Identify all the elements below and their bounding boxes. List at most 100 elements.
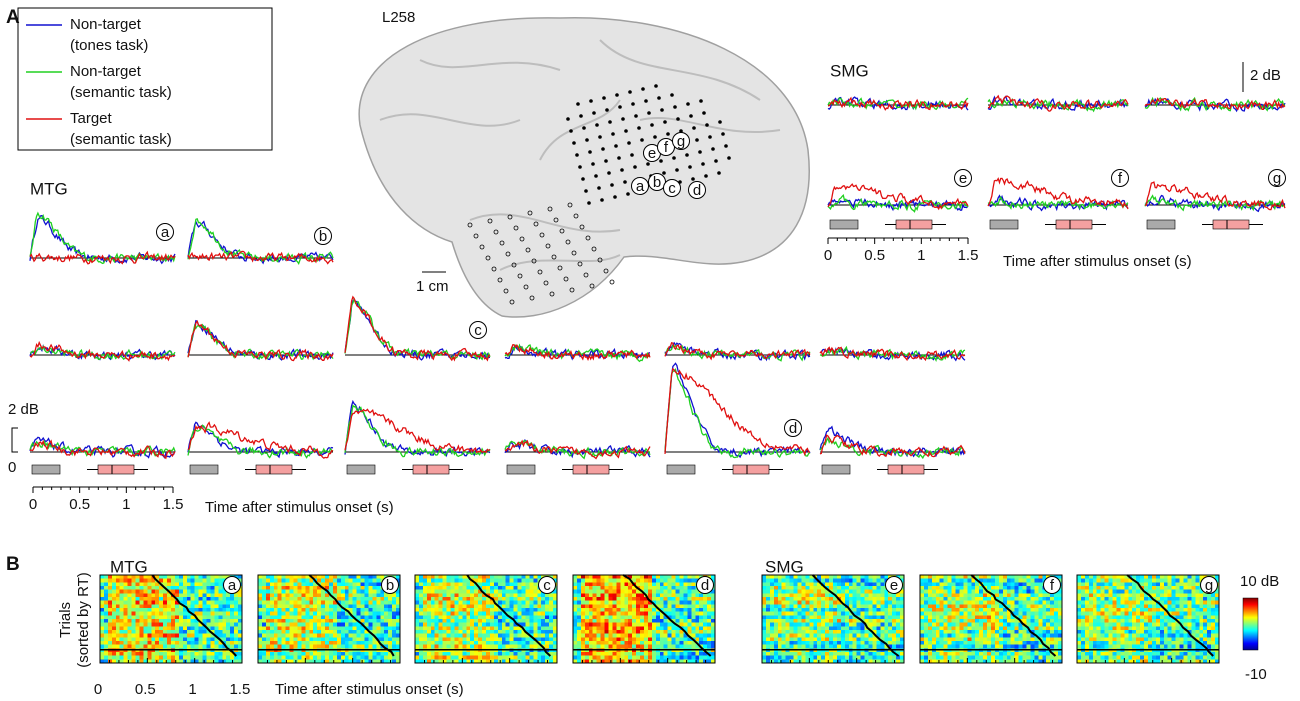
heatmap-cell xyxy=(517,652,522,656)
heatmap-cell xyxy=(396,637,401,642)
heatmap-cell xyxy=(167,633,172,638)
heatmap-cell xyxy=(332,575,338,579)
heatmap-cell xyxy=(226,637,231,642)
heatmap-cell xyxy=(679,637,684,642)
heatmap-cell xyxy=(470,652,475,656)
heatmap-cell xyxy=(167,582,172,587)
heatmap-cell xyxy=(695,615,700,620)
heatmap-cell xyxy=(486,586,491,590)
heatmap-cell xyxy=(190,637,195,642)
heatmap-cell xyxy=(422,644,428,649)
heatmap-cell xyxy=(675,615,680,620)
heatmap-cell xyxy=(332,637,338,642)
heatmap-cell xyxy=(321,655,326,660)
heatmap-cell xyxy=(336,655,342,660)
heatmap-cell xyxy=(576,622,582,627)
heatmap-cell xyxy=(230,630,235,634)
heatmap-cell xyxy=(852,626,857,631)
heatmap-cell xyxy=(470,597,475,601)
heatmap-cell xyxy=(277,582,282,587)
brain xyxy=(358,17,810,318)
heatmap-cell xyxy=(222,622,227,627)
heatmap-cell xyxy=(182,630,187,634)
heatmap-cell xyxy=(817,630,822,634)
heatmap-cell xyxy=(281,615,286,620)
heatmap-cell xyxy=(167,626,172,631)
heatmap-cell xyxy=(396,604,401,609)
electrode xyxy=(711,147,715,151)
heatmap-cell xyxy=(238,626,243,631)
heatmap-cell xyxy=(655,611,660,616)
heatmap-cell xyxy=(321,630,326,634)
heatmap-cell xyxy=(699,593,704,598)
heatmap-cell xyxy=(813,630,818,634)
heatmap-cell xyxy=(348,578,353,583)
heatmap-cell xyxy=(442,637,447,642)
rt-box xyxy=(887,464,925,475)
heatmap-cell xyxy=(190,575,195,579)
heatmap-cell xyxy=(115,600,120,605)
heatmap-cell xyxy=(691,644,696,649)
heatmap-cell xyxy=(821,593,826,598)
heatmap-cell xyxy=(222,619,227,623)
electrode xyxy=(615,93,619,97)
heatmap-cell xyxy=(194,575,199,579)
heatmap-cell xyxy=(647,600,653,605)
heatmap-cell xyxy=(418,608,424,612)
heatmap-cell xyxy=(797,633,802,638)
heatmap-cell xyxy=(269,593,274,598)
heatmap-cell xyxy=(644,622,649,627)
heatmap-cell xyxy=(840,604,846,609)
heatmap-cell xyxy=(691,589,696,594)
heatmap-cell xyxy=(293,622,298,627)
heatmap-cell xyxy=(218,615,223,620)
heatmap-cell xyxy=(769,655,775,660)
heatmap-cell xyxy=(529,630,534,634)
heatmap-cell xyxy=(127,655,132,660)
heatmap-cell xyxy=(336,575,342,579)
heatmap-cell xyxy=(470,600,475,605)
heatmap-cell xyxy=(384,608,389,612)
heatmap-cell xyxy=(107,622,113,627)
heatmap-cell xyxy=(513,622,518,627)
heatmap-cell xyxy=(691,652,696,656)
heatmap-cell xyxy=(829,608,834,612)
heatmap-cell xyxy=(332,600,338,605)
heatmap-cell xyxy=(380,630,385,634)
heatmap-cell xyxy=(454,641,459,645)
heatmap-cell xyxy=(537,637,542,642)
heatmap-cell xyxy=(478,578,483,583)
heatmap-cell xyxy=(372,659,377,664)
heatmap-cell xyxy=(131,575,136,579)
heatmap-cell xyxy=(592,597,597,601)
heatmap-cell xyxy=(202,593,207,598)
heatmap-cell xyxy=(1026,575,1031,579)
heatmap-cell xyxy=(987,578,992,583)
electrode-letter: d xyxy=(693,182,701,199)
heatmap-cell xyxy=(584,586,589,590)
heatmap-cell xyxy=(111,622,116,627)
heatmap-cell xyxy=(376,586,381,590)
heatmap-cell xyxy=(430,637,435,642)
heatmap-cell xyxy=(620,600,625,605)
heatmap-cell xyxy=(415,589,420,594)
heatmap-cell xyxy=(501,615,506,620)
heatmap-cell xyxy=(135,604,140,609)
electrode xyxy=(637,126,641,130)
heatmap-cell xyxy=(178,604,184,609)
heatmap-cell xyxy=(651,644,657,649)
heatmap-cell xyxy=(825,611,830,616)
heatmap-cell xyxy=(119,597,124,601)
heatmap-cell xyxy=(628,575,633,579)
heatmap-cell xyxy=(785,619,790,623)
heatmap-cell xyxy=(415,575,420,579)
heatmap-cell xyxy=(163,615,168,620)
heatmap-cell xyxy=(765,597,771,601)
heatmap-cell xyxy=(450,633,455,638)
heatmap-cell xyxy=(640,600,645,605)
heatmap-cell xyxy=(991,582,996,587)
heatmap-cell xyxy=(418,655,424,660)
heatmap-cell xyxy=(388,593,393,598)
heatmap-cell xyxy=(198,630,203,634)
heatmap-cell xyxy=(576,615,582,620)
